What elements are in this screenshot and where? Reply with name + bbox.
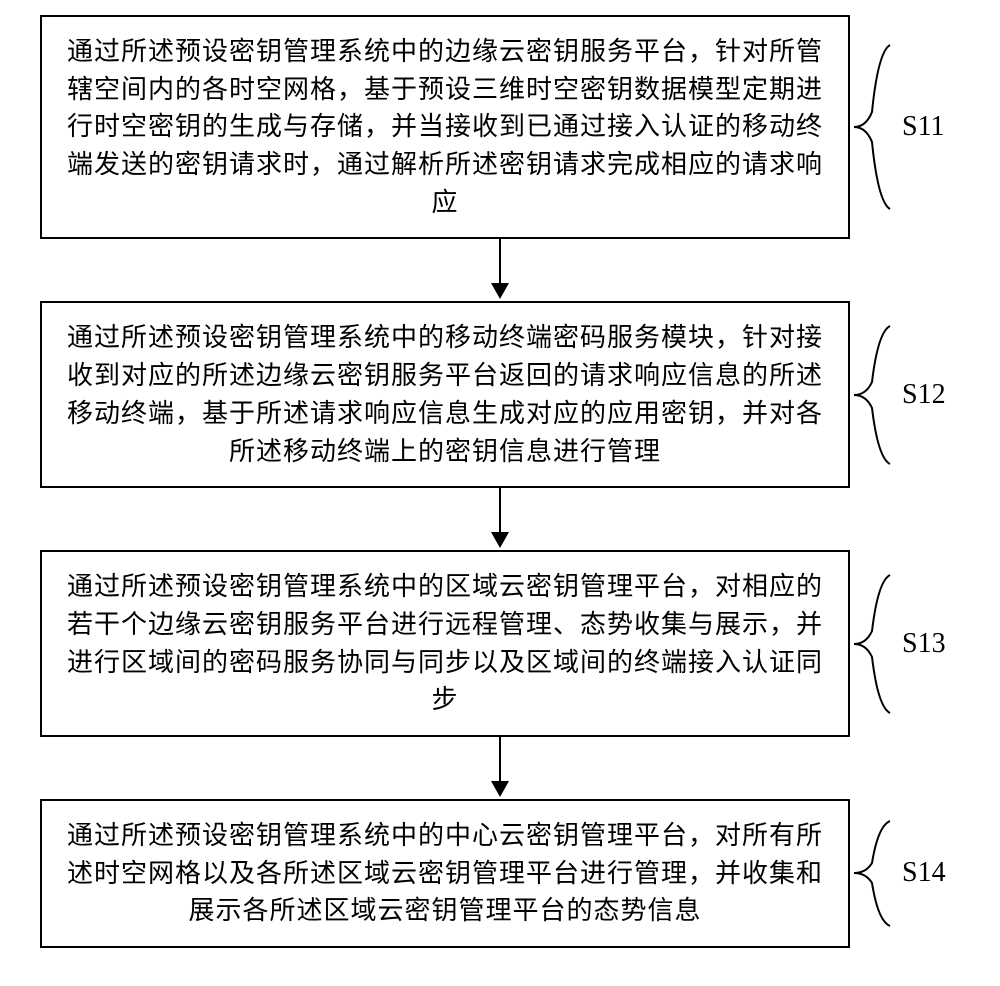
arrow-s13-s14 xyxy=(95,737,905,799)
label-area-s12: S12 xyxy=(854,320,946,470)
step-box-s13: 通过所述预设密钥管理系统中的区域云密钥管理平台，对相应的若干个边缘云密钥服务平台… xyxy=(40,550,850,737)
arrow-s12-s13 xyxy=(95,488,905,550)
step-box-s14: 通过所述预设密钥管理系统中的中心云密钥管理平台，对所有所述时空网格以及各所述区域… xyxy=(40,799,850,948)
step-label-s13: S13 xyxy=(902,628,946,660)
label-area-s11: S11 xyxy=(854,37,945,217)
label-area-s14: S14 xyxy=(854,816,946,931)
step-box-s11: 通过所述预设密钥管理系统中的边缘云密钥服务平台，针对所管辖空间内的各时空网格，基… xyxy=(40,15,850,239)
step-row-s13: 通过所述预设密钥管理系统中的区域云密钥管理平台，对相应的若干个边缘云密钥服务平台… xyxy=(40,550,960,737)
bracket-s13 xyxy=(854,569,894,719)
bracket-s14 xyxy=(854,816,894,931)
flowchart-container: 通过所述预设密钥管理系统中的边缘云密钥服务平台，针对所管辖空间内的各时空网格，基… xyxy=(40,15,960,948)
step-row-s12: 通过所述预设密钥管理系统中的移动终端密码服务模块，针对接收到对应的所述边缘云密钥… xyxy=(40,301,960,488)
step-text-s14: 通过所述预设密钥管理系统中的中心云密钥管理平台，对所有所述时空网格以及各所述区域… xyxy=(67,821,823,925)
step-row-s14: 通过所述预设密钥管理系统中的中心云密钥管理平台，对所有所述时空网格以及各所述区域… xyxy=(40,799,960,948)
bracket-s12 xyxy=(854,320,894,470)
step-label-s12: S12 xyxy=(902,379,946,411)
step-text-s13: 通过所述预设密钥管理系统中的区域云密钥管理平台，对相应的若干个边缘云密钥服务平台… xyxy=(67,572,823,714)
step-box-s12: 通过所述预设密钥管理系统中的移动终端密码服务模块，针对接收到对应的所述边缘云密钥… xyxy=(40,301,850,488)
step-label-s14: S14 xyxy=(902,857,946,889)
bracket-s11 xyxy=(854,37,894,217)
step-text-s11: 通过所述预设密钥管理系统中的边缘云密钥服务平台，针对所管辖空间内的各时空网格，基… xyxy=(67,37,823,217)
step-text-s12: 通过所述预设密钥管理系统中的移动终端密码服务模块，针对接收到对应的所述边缘云密钥… xyxy=(67,323,823,465)
step-row-s11: 通过所述预设密钥管理系统中的边缘云密钥服务平台，针对所管辖空间内的各时空网格，基… xyxy=(40,15,960,239)
arrow-s11-s12 xyxy=(95,239,905,301)
label-area-s13: S13 xyxy=(854,569,946,719)
step-label-s11: S11 xyxy=(902,111,945,143)
